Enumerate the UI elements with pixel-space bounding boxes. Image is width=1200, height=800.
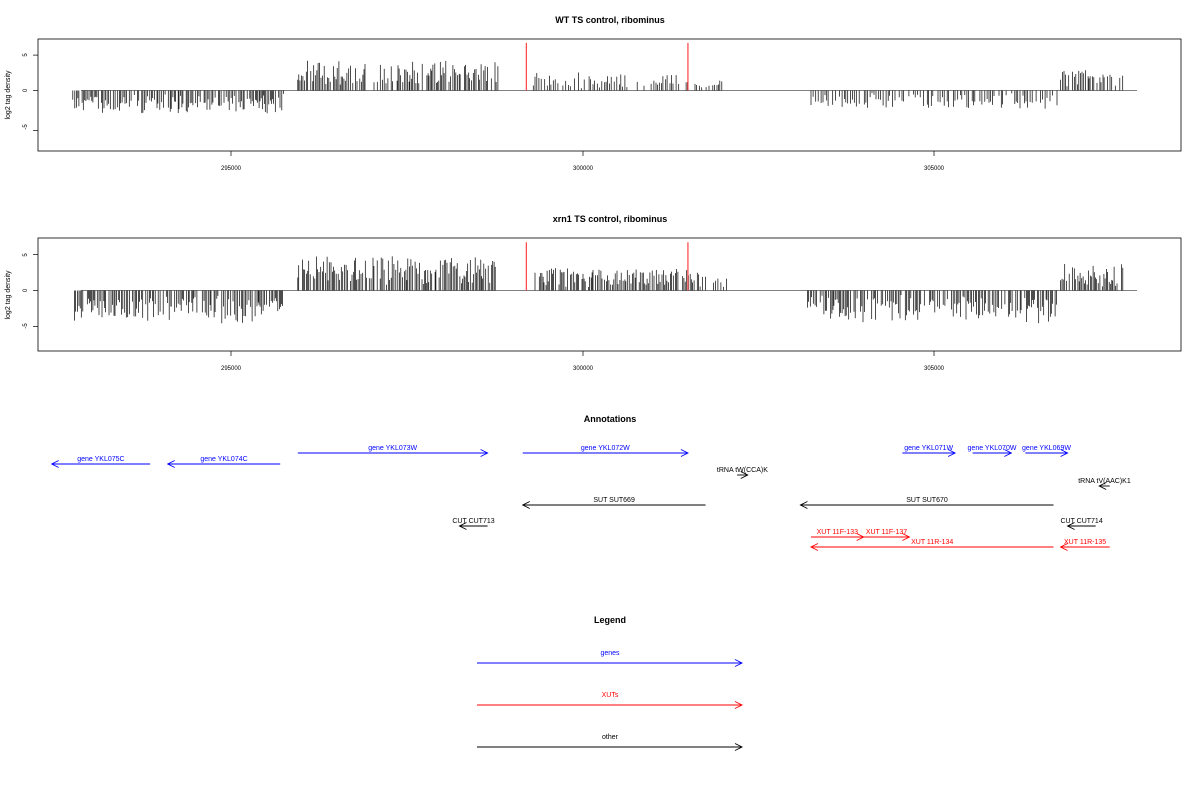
legend-entries: genes XUTs other bbox=[477, 650, 744, 751]
legend-title: Legend bbox=[594, 615, 626, 625]
wt-plot-frame bbox=[37, 38, 1182, 152]
feature-label: CUT CUT713 bbox=[452, 518, 494, 525]
feature-label: XUT 11R-135 bbox=[1064, 539, 1106, 546]
wt-x-tick-label: 305000 bbox=[924, 166, 945, 172]
feature-label: SUT SUT669 bbox=[593, 497, 635, 504]
wt-y-tick-label: 5 bbox=[23, 53, 29, 57]
feature-label: gene YKL072W bbox=[581, 445, 630, 452]
feature-arrow-arrowhead bbox=[947, 449, 957, 457]
xrn1-y-axis-label: log2 tag density bbox=[5, 270, 12, 320]
xrn1-x-ticks: 295000 300000 305000 bbox=[221, 351, 945, 372]
feature-arrow-arrowhead bbox=[902, 533, 911, 541]
wt-y-tick-label: -5 bbox=[23, 124, 29, 130]
feature-arrow-arrowhead bbox=[680, 449, 689, 457]
xrn1-y-tick-label: 5 bbox=[23, 253, 29, 257]
feature-arrow-arrowhead bbox=[50, 460, 59, 468]
feature-arrow-arrowhead bbox=[809, 543, 819, 551]
wt-x-tick-label: 300000 bbox=[573, 166, 594, 172]
legend-label: XUTs bbox=[602, 692, 619, 699]
feature-arrow-arrowhead bbox=[458, 522, 467, 530]
feature-label: gene YKL070W bbox=[968, 445, 1017, 452]
wt-y-axis-label: log2 tag density bbox=[5, 70, 12, 120]
xrn1-track-panel: xrn1 TS control, ribominus log2 tag dens… bbox=[5, 214, 1182, 372]
feature-label: gene YKL073W bbox=[368, 445, 417, 452]
xrn1-y-tick-label: 0 bbox=[23, 288, 29, 292]
feature-arrow-arrowhead bbox=[480, 449, 489, 457]
feature-arrow-arrowhead bbox=[1059, 543, 1068, 551]
legend-panel: Legend genes XUTs other bbox=[477, 615, 744, 751]
feature-arrow-arrowhead bbox=[1004, 449, 1013, 457]
feature-label: CUT CUT714 bbox=[1060, 518, 1102, 525]
legend-arrow-arrowhead bbox=[734, 659, 744, 667]
xrn1-signal-bars bbox=[74, 242, 1124, 324]
feature-arrow-arrowhead bbox=[521, 501, 530, 509]
feature-arrow-arrowhead bbox=[1098, 482, 1107, 490]
feature-arrows: gene YKL075C gene YKL074C gene YKL073W gene… bbox=[50, 445, 1131, 551]
wt-x-tick-label: 295000 bbox=[221, 166, 242, 172]
legend-label: genes bbox=[600, 650, 620, 657]
feature-label: XUT 11R-134 bbox=[911, 539, 953, 546]
feature-label: gene YKL075C bbox=[77, 456, 124, 463]
annotations-panel: Annotations gene YKL075C gene YKL074Cgene… bbox=[50, 414, 1131, 551]
feature-label: gene YKL069W bbox=[1022, 445, 1071, 452]
feature-label: XUT 11F-137 bbox=[866, 529, 907, 536]
xrn1-x-tick-label: 305000 bbox=[924, 366, 945, 372]
wt-track-title: WT TS control, ribominus bbox=[555, 15, 665, 25]
feature-label: SUT SUT670 bbox=[906, 497, 948, 504]
wt-x-ticks: 295000 300000 305000 bbox=[221, 151, 945, 172]
feature-label: XUT 11F-133 bbox=[817, 529, 858, 536]
legend-label: other bbox=[602, 734, 619, 741]
xrn1-plot-frame bbox=[37, 237, 1182, 352]
xrn1-y-tick-label: -5 bbox=[23, 323, 29, 329]
xrn1-x-tick-label: 300000 bbox=[573, 366, 594, 372]
feature-arrow-arrowhead bbox=[799, 501, 808, 509]
feature-label: gene YKL071W bbox=[904, 445, 953, 452]
feature-label: tRNA tV(AAC)K1 bbox=[1078, 478, 1131, 485]
feature-arrow-arrowhead bbox=[740, 471, 749, 479]
wt-y-ticks: -5 0 5 bbox=[23, 53, 38, 131]
xrn1-track-title: xrn1 TS control, ribominus bbox=[553, 214, 668, 224]
feature-arrow-arrowhead bbox=[1066, 522, 1075, 530]
annotations-title: Annotations bbox=[584, 414, 637, 424]
feature-label: tRNA tW(CCA)K bbox=[717, 467, 768, 474]
feature-arrow-arrowhead bbox=[166, 460, 175, 468]
xrn1-x-tick-label: 295000 bbox=[221, 366, 242, 372]
feature-arrow-arrowhead bbox=[1060, 449, 1069, 457]
wt-track-panel: WT TS control, ribominus log2 tag densit… bbox=[5, 15, 1182, 172]
wt-y-tick-label: 0 bbox=[23, 88, 29, 92]
wt-signal-bars bbox=[72, 42, 1124, 114]
feature-label: gene YKL074C bbox=[200, 456, 247, 463]
legend-arrow-arrowhead bbox=[734, 743, 744, 751]
legend-arrow-arrowhead bbox=[734, 701, 744, 709]
xrn1-y-ticks: -5 0 5 bbox=[23, 253, 38, 329]
